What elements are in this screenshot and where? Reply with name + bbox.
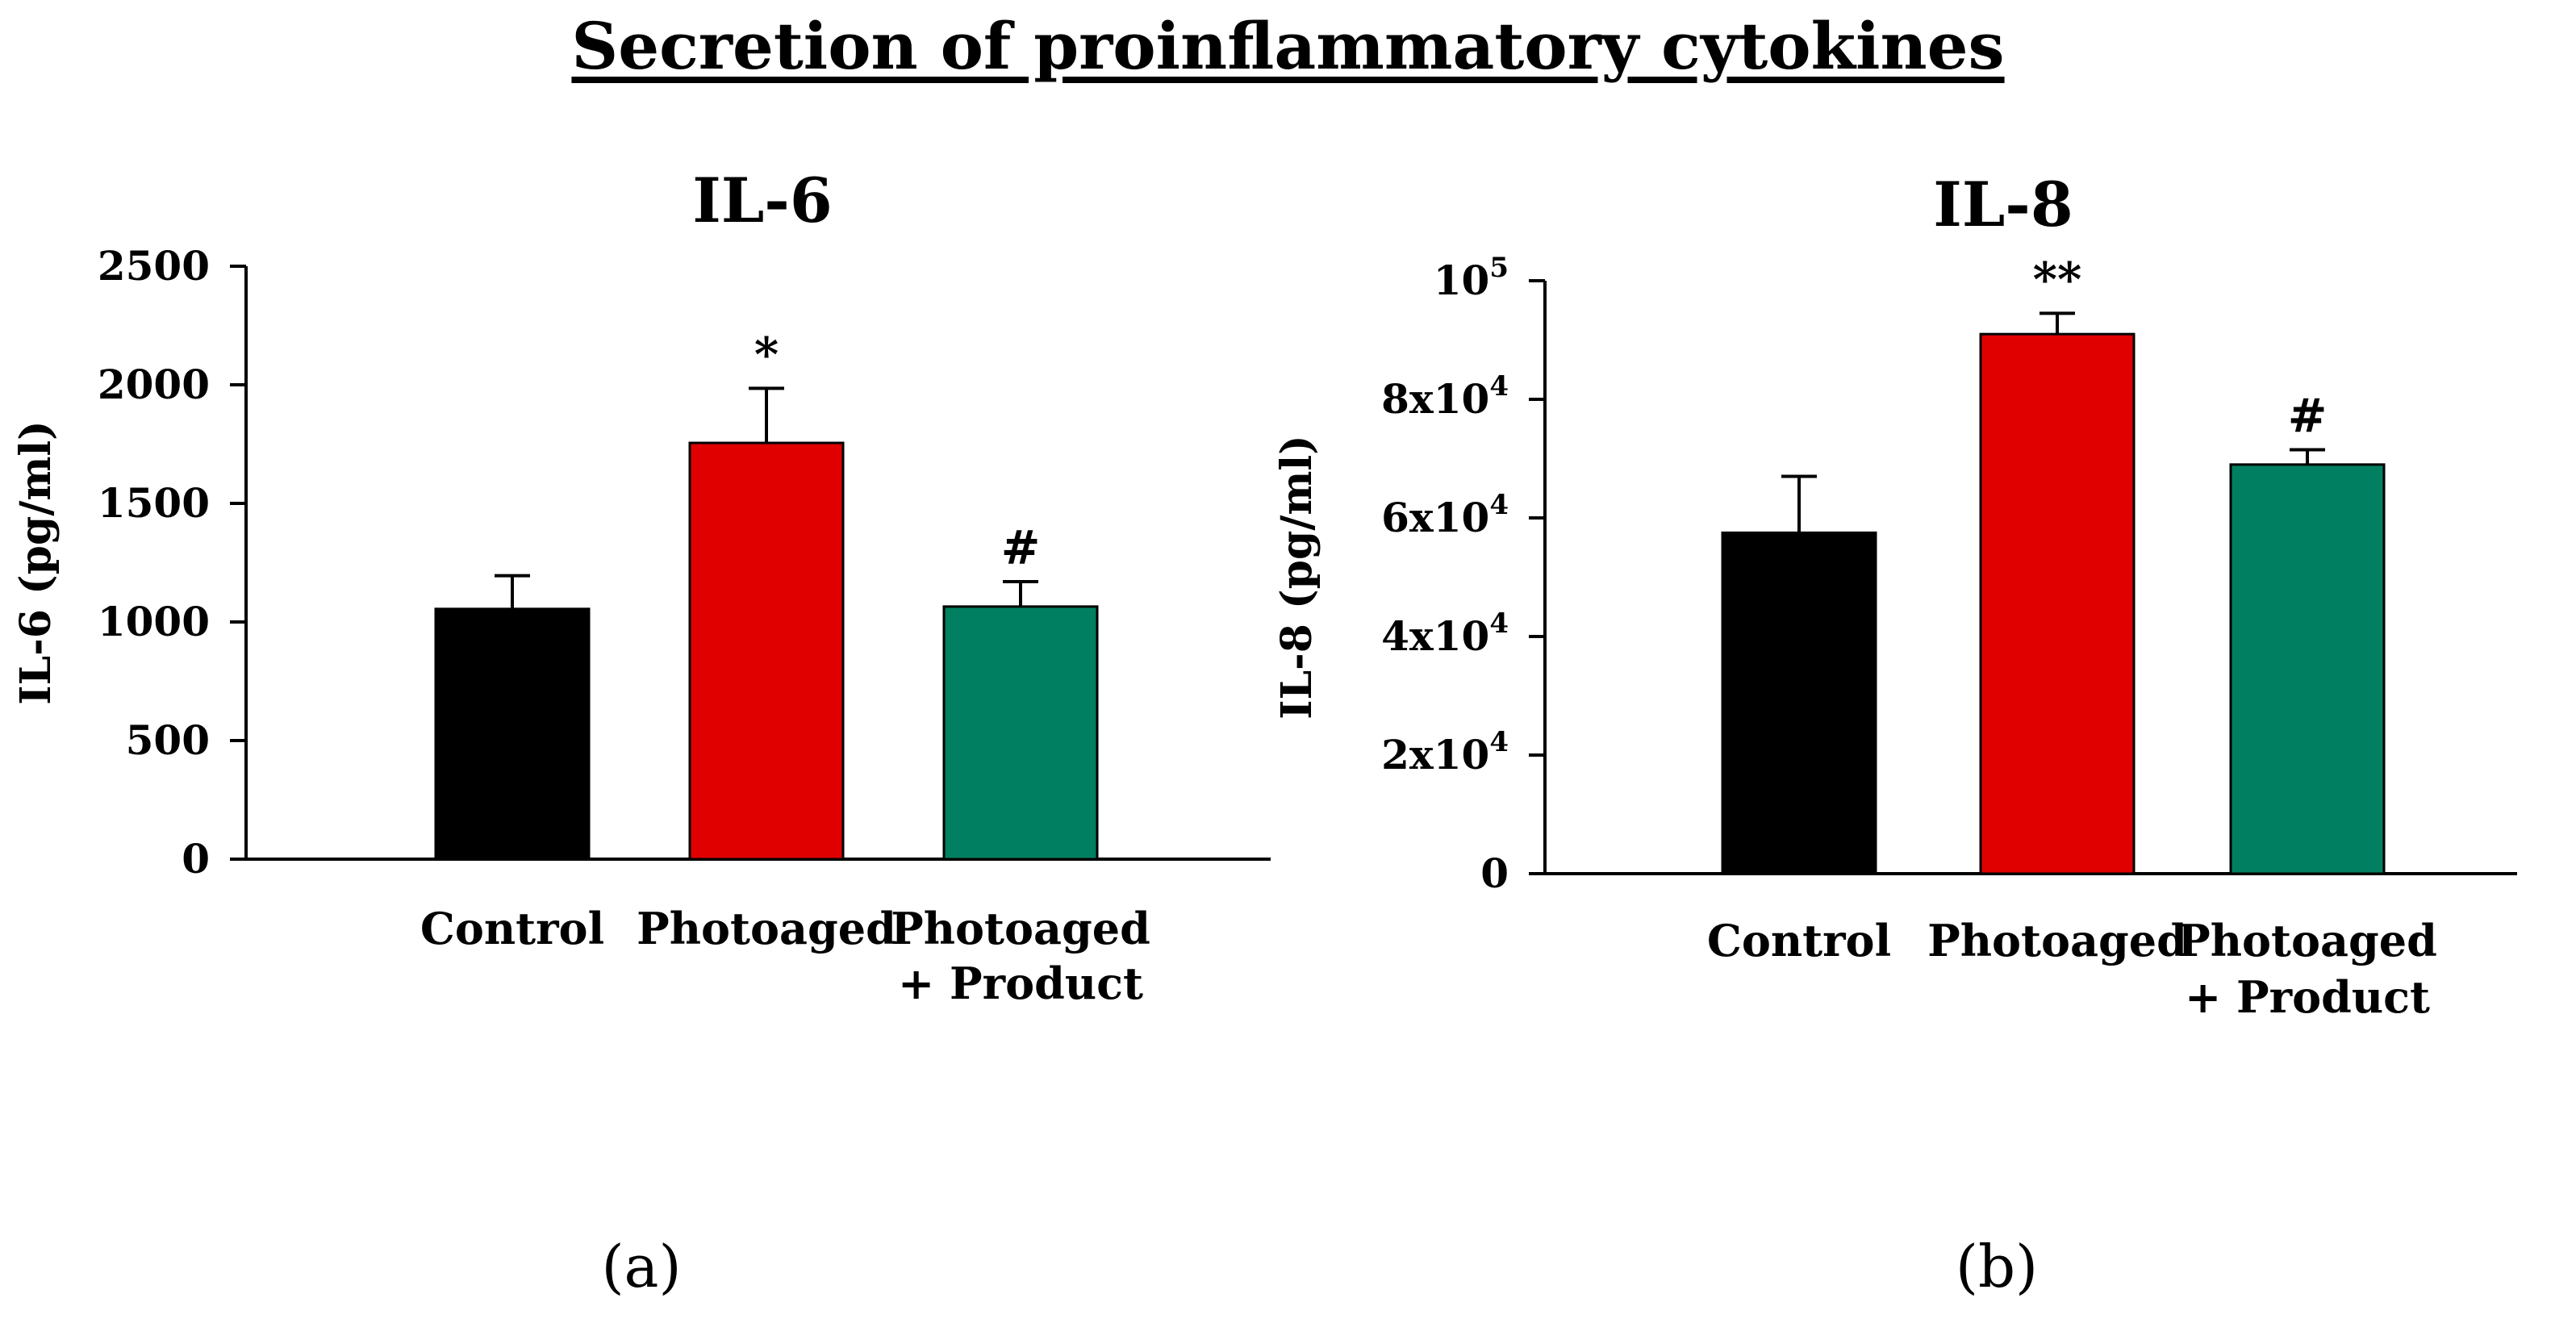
panel-title: IL-6 <box>692 165 832 236</box>
bar-2 <box>1979 332 2136 875</box>
y-tick-label: 500 <box>126 716 210 764</box>
y-tick-label: 1000 <box>98 598 210 645</box>
significance-mark: # <box>2288 388 2328 443</box>
y-tick-label: 4x104 <box>1381 607 1509 660</box>
chart-panel-1: IL-6 IL-6 (pg/ml) 0 500 1000 1500 2000 2500 Cont… <box>11 165 1271 1300</box>
bar-3 <box>2229 463 2386 875</box>
y-tick-label: 2000 <box>98 361 210 408</box>
category-label: Photoaged + Product <box>891 903 1150 1009</box>
panel-title: IL-8 <box>1933 169 2073 240</box>
y-tick-label: 0 <box>182 835 210 883</box>
bar-3 <box>942 605 1099 861</box>
y-tick-label: 6x104 <box>1381 489 1509 541</box>
chart-panel-2: IL-8 IL-8 (pg/ml) 0 2x104 4x104 6x104 8x104 105… <box>1272 169 2517 1300</box>
category-label: Control <box>420 903 604 954</box>
category-label: Control <box>1707 915 1891 966</box>
significance-mark: # <box>1001 520 1041 575</box>
panel-label: (b) <box>1956 1233 2038 1300</box>
y-axis-title: IL-8 (pg/ml) <box>1272 435 1321 719</box>
category-label: Photoaged <box>637 903 896 954</box>
y-tick-label: 1500 <box>98 479 210 527</box>
significance-mark: * <box>754 327 779 382</box>
bar-1 <box>1721 531 1877 875</box>
y-tick-label: 8x104 <box>1381 370 1509 423</box>
y-tick-label: 0 <box>1480 849 1509 897</box>
y-axis-title: IL-6 (pg/ml) <box>11 420 61 704</box>
y-tick-label: 105 <box>1434 252 1509 304</box>
y-tick-label: 2500 <box>98 242 210 290</box>
category-label: Photoaged <box>1927 915 2187 966</box>
bar-2 <box>688 441 845 861</box>
bar-1 <box>434 607 591 861</box>
significance-mark: ** <box>2033 252 2082 307</box>
category-label: Photoaged + Product <box>2177 915 2437 1023</box>
panel-label: (a) <box>601 1233 681 1300</box>
figure-title: Secretion of proinflammatory cytokines <box>571 8 2005 84</box>
y-tick-label: 2x104 <box>1381 726 1509 778</box>
